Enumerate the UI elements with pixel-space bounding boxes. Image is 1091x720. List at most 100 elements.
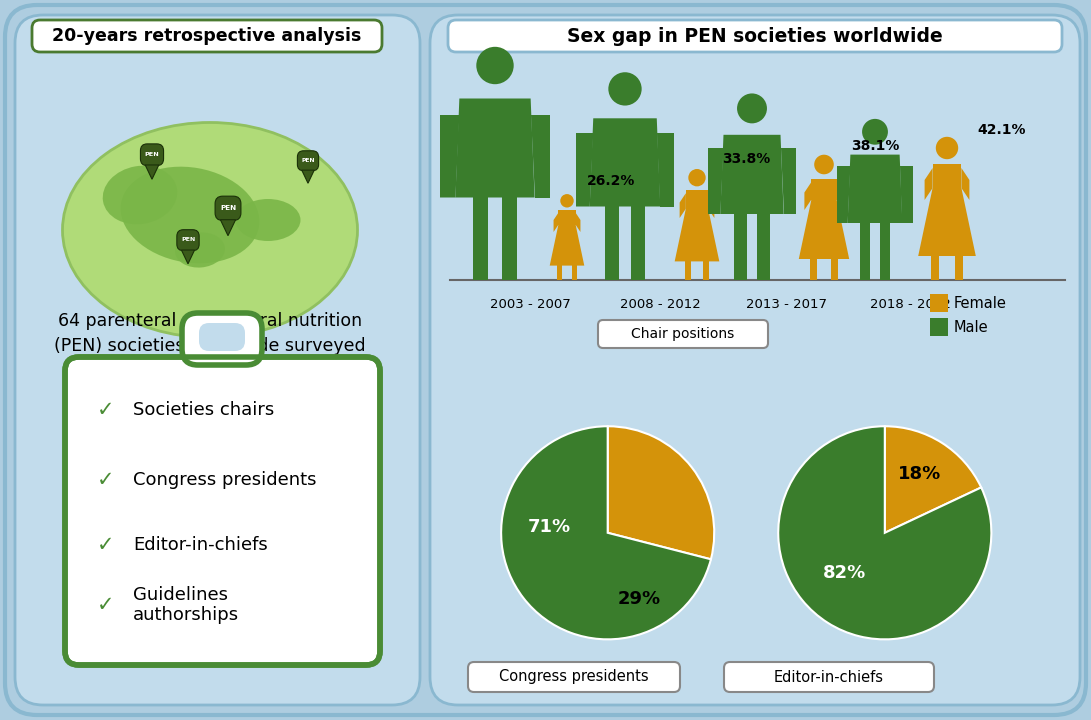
Bar — [502, 192, 517, 280]
Text: 38.1%: 38.1% — [851, 139, 900, 153]
Text: Congress presidents: Congress presidents — [500, 670, 649, 685]
FancyBboxPatch shape — [215, 196, 241, 220]
Text: Editor-in-chiefs: Editor-in-chiefs — [774, 670, 884, 685]
Circle shape — [609, 72, 642, 106]
FancyBboxPatch shape — [15, 15, 420, 705]
Bar — [930, 294, 948, 312]
Text: 2003 - 2007: 2003 - 2007 — [490, 298, 571, 311]
Text: 82%: 82% — [824, 564, 866, 582]
Circle shape — [936, 137, 958, 159]
Bar — [757, 210, 769, 280]
FancyBboxPatch shape — [468, 662, 680, 692]
Text: PEN: PEN — [145, 152, 159, 156]
Circle shape — [561, 194, 574, 207]
Text: ✓: ✓ — [97, 535, 115, 555]
FancyBboxPatch shape — [141, 144, 164, 166]
Text: 20-years retrospective analysis: 20-years retrospective analysis — [52, 27, 362, 45]
Bar — [931, 254, 939, 280]
FancyBboxPatch shape — [430, 15, 1080, 705]
Polygon shape — [181, 250, 194, 264]
Circle shape — [814, 155, 834, 174]
Polygon shape — [837, 166, 850, 223]
Bar — [704, 260, 709, 280]
Polygon shape — [553, 213, 559, 232]
Bar — [631, 202, 645, 280]
Polygon shape — [812, 179, 837, 199]
Ellipse shape — [175, 233, 225, 268]
Polygon shape — [680, 193, 686, 218]
Text: 29%: 29% — [619, 590, 661, 608]
Text: Female: Female — [954, 295, 1007, 310]
Text: 26.2%: 26.2% — [587, 174, 636, 188]
Ellipse shape — [121, 166, 260, 264]
Polygon shape — [550, 225, 585, 266]
FancyBboxPatch shape — [32, 20, 382, 52]
Polygon shape — [576, 213, 580, 232]
FancyBboxPatch shape — [724, 662, 934, 692]
Text: PEN: PEN — [220, 204, 236, 210]
Polygon shape — [530, 115, 550, 197]
Bar — [831, 258, 838, 280]
Polygon shape — [590, 118, 660, 207]
Polygon shape — [933, 164, 961, 188]
Text: Male: Male — [954, 320, 988, 335]
Circle shape — [738, 94, 767, 123]
FancyBboxPatch shape — [182, 313, 262, 365]
Polygon shape — [720, 135, 783, 214]
FancyBboxPatch shape — [5, 5, 1086, 715]
Text: 33.8%: 33.8% — [722, 152, 770, 166]
Text: PEN: PEN — [181, 237, 195, 242]
Text: 64 parenteral and enteral nutrition
(PEN) societies worldwide surveyed: 64 parenteral and enteral nutrition (PEN… — [55, 312, 365, 355]
Bar — [860, 219, 871, 280]
Polygon shape — [674, 209, 719, 261]
FancyBboxPatch shape — [65, 357, 380, 665]
Bar — [473, 192, 489, 280]
Text: 18%: 18% — [898, 465, 942, 483]
Wedge shape — [778, 426, 992, 639]
Polygon shape — [799, 199, 849, 259]
Polygon shape — [804, 182, 812, 210]
FancyBboxPatch shape — [298, 150, 319, 171]
Polygon shape — [924, 168, 933, 200]
Bar — [955, 254, 963, 280]
Polygon shape — [900, 166, 913, 223]
Polygon shape — [708, 148, 723, 214]
Polygon shape — [440, 115, 459, 197]
Text: Congress presidents: Congress presidents — [133, 471, 316, 489]
Wedge shape — [885, 426, 981, 533]
FancyBboxPatch shape — [177, 230, 200, 251]
FancyBboxPatch shape — [598, 320, 768, 348]
Bar — [572, 265, 577, 280]
Polygon shape — [837, 182, 843, 210]
Polygon shape — [657, 133, 674, 207]
Text: ✓: ✓ — [97, 470, 115, 490]
Ellipse shape — [62, 122, 358, 338]
Text: 71%: 71% — [528, 518, 571, 536]
Polygon shape — [220, 220, 236, 235]
Ellipse shape — [236, 199, 300, 241]
Text: ✓: ✓ — [97, 595, 115, 615]
Polygon shape — [848, 155, 902, 223]
Bar — [734, 210, 746, 280]
Polygon shape — [559, 210, 576, 225]
FancyBboxPatch shape — [199, 323, 245, 351]
Text: Chair positions: Chair positions — [632, 327, 734, 341]
Polygon shape — [145, 165, 159, 179]
Bar — [558, 265, 562, 280]
Text: 2013 - 2017: 2013 - 2017 — [746, 298, 827, 311]
Wedge shape — [501, 426, 711, 639]
FancyBboxPatch shape — [448, 20, 1062, 52]
Circle shape — [862, 119, 888, 145]
Text: 2018 - 2022: 2018 - 2022 — [870, 298, 950, 311]
Text: Societies chairs: Societies chairs — [133, 401, 274, 419]
Polygon shape — [302, 170, 314, 183]
Ellipse shape — [103, 166, 177, 225]
Polygon shape — [708, 193, 715, 218]
Wedge shape — [608, 426, 715, 559]
Bar — [879, 219, 890, 280]
Text: PEN: PEN — [301, 158, 314, 163]
Bar — [810, 258, 817, 280]
Text: Editor-in-chiefs: Editor-in-chiefs — [133, 536, 267, 554]
Text: Guidelines
authorships: Guidelines authorships — [133, 585, 239, 624]
Polygon shape — [455, 99, 535, 197]
